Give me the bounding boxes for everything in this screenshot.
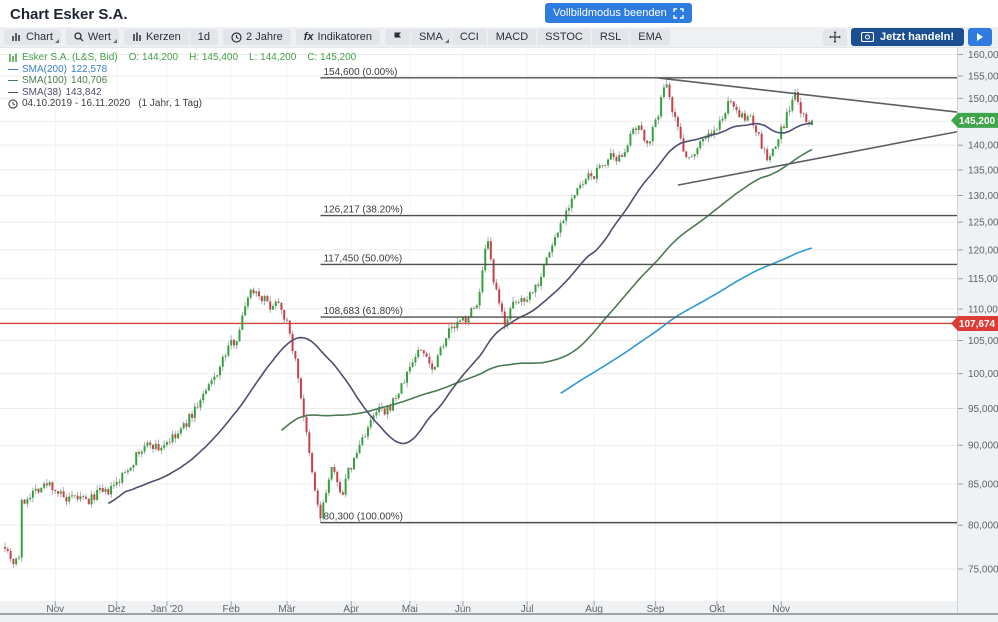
search-icon — [74, 32, 84, 42]
chart-toolbar: Chart Wert Kerzen 1d — [0, 27, 998, 47]
candles-icon — [133, 32, 141, 41]
sma-38-line — [107, 122, 813, 505]
svg-text:125,000: 125,000 — [968, 218, 998, 229]
indicator-rsl-button[interactable]: RSL — [591, 29, 630, 45]
svg-text:140,000: 140,000 — [968, 141, 998, 152]
instrument-search-button[interactable]: Wert — [65, 29, 119, 45]
indicator-cci-button[interactable]: CCI — [451, 29, 487, 45]
indicator-macd-button[interactable]: MACD — [487, 29, 537, 45]
svg-text:Jan '20: Jan '20 — [151, 604, 183, 615]
exit-fullscreen-label: Vollbildmodus beenden — [553, 7, 667, 19]
expand-panel-button[interactable] — [968, 28, 992, 46]
svg-text:154,600 (0.00%): 154,600 (0.00%) — [323, 67, 397, 78]
svg-text:Apr: Apr — [343, 604, 359, 615]
svg-text:110,000: 110,000 — [968, 304, 998, 315]
candle-bodies — [4, 84, 813, 565]
svg-text:150,000: 150,000 — [968, 94, 998, 105]
indicator-sstoc-button[interactable]: SSTOC — [537, 29, 591, 45]
svg-text:Okt: Okt — [709, 604, 725, 615]
move-arrows-icon — [829, 31, 842, 43]
indicators-button[interactable]: fx Indikatoren — [295, 29, 380, 45]
svg-text:160,000: 160,000 — [968, 50, 998, 61]
svg-text:Sep: Sep — [647, 604, 665, 615]
svg-text:90,000: 90,000 — [968, 441, 998, 452]
window-header: Chart Esker S.A. Vollbildmodus beenden — [0, 0, 998, 27]
candle-style-button[interactable]: Kerzen — [123, 29, 189, 45]
svg-text:126,217 (38.20%): 126,217 (38.20%) — [323, 205, 403, 216]
indicator-sma-button[interactable]: SMA — [410, 29, 451, 45]
fullscreen-exit-icon — [673, 7, 684, 19]
fx-icon: fx — [303, 31, 314, 43]
x-axis-strip — [0, 601, 998, 622]
exit-fullscreen-button[interactable]: Vollbildmodus beenden — [545, 3, 692, 23]
svg-text:Mai: Mai — [402, 604, 418, 615]
time-range-button[interactable]: 2 Jahre — [223, 29, 291, 45]
svg-text:Nov: Nov — [772, 604, 790, 615]
price-badge: 145,200 — [951, 112, 998, 128]
trendlines — [656, 77, 958, 186]
svg-text:Nov: Nov — [46, 604, 64, 615]
sma-100-line — [280, 148, 813, 432]
interval-button[interactable]: 1d — [189, 29, 219, 45]
flag-button[interactable] — [384, 29, 410, 45]
svg-text:95,000: 95,000 — [968, 404, 998, 415]
toolbar-right: Jetzt handeln! — [823, 28, 998, 46]
svg-text:Mär: Mär — [278, 604, 296, 615]
dropdown-corner-icon — [112, 39, 117, 43]
svg-text:80,300 (100.00%): 80,300 (100.00%) — [323, 512, 403, 523]
svg-text:85,000: 85,000 — [968, 480, 998, 491]
svg-text:Jul: Jul — [521, 604, 534, 615]
svg-text:107,674: 107,674 — [959, 319, 996, 330]
arrow-right-icon — [977, 33, 983, 41]
x-axis: Nov Dez Jan '20 Feb Mär Apr Mai Jun Jul Aug Sep Okt… — [46, 601, 790, 615]
svg-text:100,000: 100,000 — [968, 369, 998, 380]
dropdown-corner-icon — [54, 39, 59, 43]
gridlines — [0, 48, 957, 601]
svg-text:155,000: 155,000 — [968, 72, 998, 83]
indicator-ema-button[interactable]: EMA — [630, 29, 671, 45]
svg-text:105,000: 105,000 — [968, 336, 998, 347]
clock-icon — [231, 31, 242, 43]
price-badge: 107,674 — [951, 315, 998, 331]
svg-text:Jun: Jun — [455, 604, 471, 615]
svg-text:75,000: 75,000 — [968, 565, 998, 576]
y-axis-strip — [957, 47, 998, 622]
sma-200-line — [560, 247, 813, 394]
chart-area: 154,600 (0.00%) 126,217 (38.20%) 117,450 (… — [0, 47, 998, 622]
svg-text:Aug: Aug — [585, 604, 603, 615]
svg-text:117,450 (50.00%): 117,450 (50.00%) — [323, 253, 402, 264]
banknote-icon — [861, 32, 875, 42]
chart-type-button[interactable]: Chart — [4, 29, 61, 45]
svg-text:120,000: 120,000 — [968, 245, 998, 256]
svg-text:145,200: 145,200 — [959, 116, 996, 127]
page-title: Chart Esker S.A. — [10, 6, 128, 23]
svg-text:130,000: 130,000 — [968, 191, 998, 202]
flag-icon — [394, 32, 401, 42]
crosshair-tool-button[interactable] — [823, 28, 848, 46]
svg-text:Dez: Dez — [108, 604, 126, 615]
svg-text:80,000: 80,000 — [968, 521, 998, 532]
svg-text:115,000: 115,000 — [968, 274, 998, 285]
svg-text:135,000: 135,000 — [968, 165, 998, 176]
candlestick-chart[interactable]: 154,600 (0.00%) 126,217 (38.20%) 117,450 (… — [0, 47, 998, 622]
bar-chart-icon — [12, 33, 20, 41]
svg-text:108,683 (61.80%): 108,683 (61.80%) — [323, 306, 403, 317]
svg-text:Feb: Feb — [223, 604, 241, 615]
dropdown-corner-icon — [444, 39, 449, 43]
fibonacci-levels: 154,600 (0.00%) 126,217 (38.20%) 117,450 (… — [320, 67, 957, 524]
trade-button[interactable]: Jetzt handeln! — [851, 28, 964, 46]
